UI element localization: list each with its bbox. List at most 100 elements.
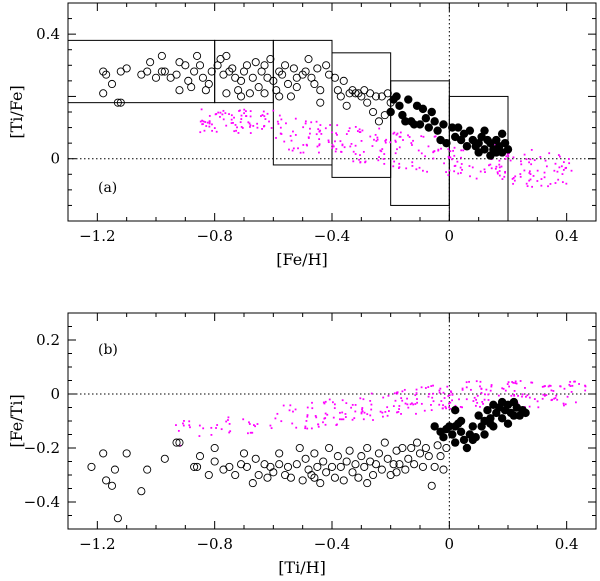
thin-disk-point xyxy=(401,390,404,393)
x-tick-label: −0.4 xyxy=(314,535,350,553)
thin-disk-point xyxy=(461,168,463,171)
thin-disk-point xyxy=(350,406,353,409)
open-circle-point xyxy=(442,443,451,453)
thin-disk-point xyxy=(528,405,531,408)
thin-disk-point xyxy=(386,414,389,417)
open-circle-point xyxy=(172,70,181,79)
thin-disk-point xyxy=(530,148,533,151)
filled-circle-point xyxy=(465,126,475,135)
thin-disk-point xyxy=(514,175,517,178)
thin-disk-point xyxy=(406,397,408,400)
thin-disk-point xyxy=(275,137,277,139)
open-circle-point xyxy=(260,61,269,70)
thin-disk-point xyxy=(364,161,366,164)
thin-disk-point xyxy=(532,175,535,177)
thin-disk-point xyxy=(394,140,397,143)
thin-disk-point xyxy=(211,123,213,126)
y-tick-label: 0 xyxy=(50,385,60,403)
thin-disk-point xyxy=(276,412,279,415)
open-circle-point xyxy=(225,462,234,471)
open-circle-point xyxy=(222,89,231,98)
thin-disk-point xyxy=(240,114,243,117)
thin-disk-point xyxy=(536,180,539,182)
open-circle-point xyxy=(254,83,263,92)
thin-disk-point xyxy=(264,118,267,120)
filled-circle-point xyxy=(401,117,410,126)
bin-box xyxy=(448,95,509,222)
thin-disk-point xyxy=(215,113,218,115)
x-tick-label: −1.2 xyxy=(79,535,115,553)
thin-disk-point xyxy=(395,133,398,136)
thin-disk-point xyxy=(314,415,317,417)
filled-circle-point xyxy=(418,104,428,114)
thin-disk-point xyxy=(354,410,357,413)
thin-disk-point xyxy=(256,122,259,125)
thin-disk-point xyxy=(550,389,553,392)
thin-disk-point xyxy=(237,132,240,134)
open-circle-point xyxy=(248,479,257,488)
thin-disk-point xyxy=(345,402,348,405)
open-circle-point xyxy=(248,73,257,82)
thin-disk-point xyxy=(397,410,400,413)
thin-disk-point xyxy=(415,168,418,171)
thin-disk-point xyxy=(558,155,561,158)
thin-disk-point xyxy=(393,392,396,395)
thin-disk-point xyxy=(416,398,418,400)
open-circle-point xyxy=(242,61,251,70)
open-circle-point xyxy=(122,449,131,458)
open-circle-point xyxy=(210,443,219,453)
open-circle-point xyxy=(237,92,246,101)
thin-disk-point xyxy=(177,429,180,432)
thin-disk-point xyxy=(341,411,344,414)
open-circle-point xyxy=(298,70,307,79)
thin-disk-point xyxy=(406,403,409,406)
thin-disk-point xyxy=(424,387,427,389)
thin-disk-point xyxy=(205,125,208,127)
thin-disk-point xyxy=(431,396,434,399)
thin-disk-point xyxy=(360,411,363,414)
open-circle-point xyxy=(193,51,202,60)
thin-disk-point xyxy=(414,403,417,405)
thin-disk-point xyxy=(393,160,396,163)
thin-disk-point xyxy=(348,127,351,130)
thin-disk-point xyxy=(415,388,418,391)
thin-disk-point xyxy=(228,431,231,434)
thin-disk-point xyxy=(377,159,380,162)
thin-disk-point xyxy=(451,393,454,396)
open-circle-point xyxy=(251,58,260,67)
thin-disk-point xyxy=(392,132,395,135)
open-circle-point xyxy=(374,449,383,458)
thin-disk-point xyxy=(248,421,250,424)
thin-disk-point xyxy=(557,154,560,156)
open-circle-point xyxy=(395,460,404,469)
thin-disk-point xyxy=(545,394,548,396)
thin-disk-point xyxy=(245,115,248,117)
thin-disk-point xyxy=(306,415,309,418)
open-circle-point xyxy=(107,481,117,490)
thin-disk-point xyxy=(252,125,255,127)
thin-disk-point xyxy=(378,127,381,130)
thin-disk-point xyxy=(292,147,295,150)
thin-disk-point xyxy=(447,155,450,158)
thin-disk-point xyxy=(513,179,516,182)
thin-disk-point xyxy=(479,385,481,388)
open-circle-point xyxy=(193,462,202,471)
thin-disk-point xyxy=(210,426,213,429)
open-circle-point xyxy=(266,55,275,64)
thin-disk-point xyxy=(317,128,320,131)
thin-disk-point xyxy=(438,389,441,392)
y-tick-label: −0.2 xyxy=(24,439,60,457)
thin-disk-point xyxy=(424,155,427,158)
thin-disk-point xyxy=(288,148,290,151)
open-circle-point xyxy=(325,443,334,453)
thin-disk-point xyxy=(389,141,392,144)
thin-disk-point xyxy=(370,403,373,406)
open-circle-point xyxy=(319,457,328,466)
thin-disk-point xyxy=(573,380,575,383)
open-circle-point xyxy=(418,462,427,471)
thin-disk-point xyxy=(541,397,544,400)
thin-disk-point xyxy=(224,112,227,115)
open-circle-point xyxy=(87,462,96,471)
open-circle-point xyxy=(143,465,152,474)
filled-circle-point xyxy=(386,107,395,117)
